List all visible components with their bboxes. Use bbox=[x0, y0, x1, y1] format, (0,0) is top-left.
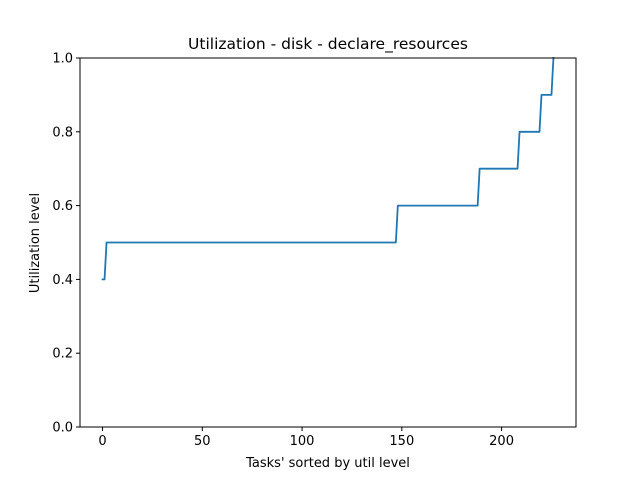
axes-frame bbox=[79, 57, 577, 428]
y-tick-label: 0.0 bbox=[52, 421, 73, 436]
plot-area bbox=[79, 57, 577, 428]
axis-ticks: 0 50 100 150 200 0.0 0.2 0.4 0.6 0.8 1.0 bbox=[52, 52, 514, 450]
series-line-0 bbox=[101, 57, 555, 281]
x-tick-label: 0 bbox=[98, 434, 106, 449]
x-tick-label: 150 bbox=[389, 434, 414, 449]
y-axis-label: Utilization level bbox=[28, 193, 43, 293]
y-tick-label: 0.6 bbox=[52, 199, 73, 214]
x-axis-label: Tasks' sorted by util level bbox=[245, 456, 410, 471]
x-tick-label: 50 bbox=[194, 434, 211, 449]
x-tick-label: 100 bbox=[290, 434, 315, 449]
y-tick-label: 0.4 bbox=[52, 273, 73, 288]
x-tick-label: 200 bbox=[489, 434, 514, 449]
y-tick-label: 0.8 bbox=[52, 125, 73, 140]
chart-title: Utilization - disk - declare_resources bbox=[188, 35, 468, 54]
y-tick-label: 1.0 bbox=[52, 52, 73, 67]
y-tick-label: 0.2 bbox=[52, 347, 73, 362]
